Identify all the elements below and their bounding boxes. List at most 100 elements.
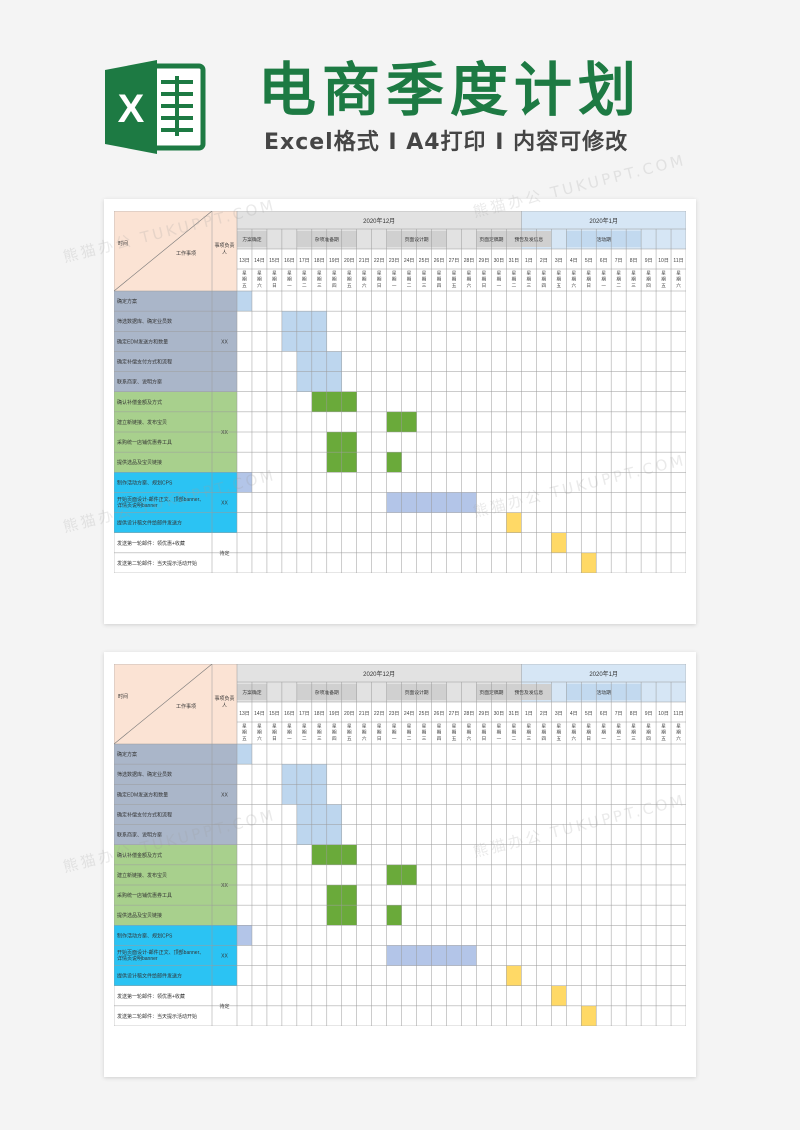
weekday-label: 星期四 [646,271,651,288]
weekday-label: 星期五 [556,271,561,288]
grid-lines [114,211,686,573]
weekday-label: 星期六 [257,271,262,289]
weekday-label: 星期二 [512,271,517,288]
task-row-bg [114,532,212,553]
weekday-label: 星期六 [467,724,472,742]
weekday-label: 星期五 [452,271,457,288]
task-label: 提供设计稿文件给邮件发送方 [117,520,182,527]
task-label: 建立新链接、发布宝贝 [117,872,167,879]
date-label: 20日 [344,711,355,717]
weekday-label: 星期四 [332,724,337,741]
date-label: 11日 [673,711,683,717]
gantt-bar [506,965,522,986]
task-label: 筛选数据库、确定业员数 [117,771,172,778]
task-label: 确定方案 [117,751,137,758]
task-label: 提供选品及宝贝链接 [117,459,162,466]
task-label: 提供选品及宝贝链接 [117,912,162,919]
corner-task-label: 工作事项 [176,703,196,710]
weekday-label: 星期日 [272,271,277,289]
weekday-label: 星期五 [347,271,352,288]
gantt-bar [311,391,357,412]
task-label: 确定EDM发送方和数量 [117,791,168,798]
corner-time-label: 时间 [118,240,128,247]
task-row-bg [114,411,212,432]
weekday-label: 星期五 [242,724,247,741]
weekday-label: 星期日 [377,724,382,742]
gantt-bar [506,512,522,533]
gantt-bar [581,552,597,573]
date-label: 9日 [645,711,653,717]
task-row-bg [114,291,212,312]
date-label: 27日 [449,258,460,264]
date-label: 15日 [269,711,280,717]
owner-cell-bg [212,291,237,392]
weekday-label: 星期二 [512,724,517,741]
date-label: 14日 [254,711,265,717]
task-row-bg [114,371,212,392]
task-label: 确定补偿支付方式和流程 [117,812,172,819]
task-label: 确认补偿金额及方式 [117,399,162,406]
gantt-bar [237,291,252,312]
task-row-bg [114,391,212,412]
weekday-label: 星期五 [347,724,352,741]
weekday-label: 星期一 [287,724,292,741]
task-label: 采购统一店铺优惠券工具 [117,439,172,446]
weekday-label: 星期三 [317,271,322,288]
date-label: 6日 [600,258,608,264]
gantt-bar [281,764,327,785]
task-row-bg [114,492,212,513]
weekday-label: 星期五 [242,271,247,288]
gantt-bar [581,1005,597,1026]
weekday-label: 星期日 [482,271,487,289]
gantt-bar [551,532,567,553]
date-label: 10日 [658,711,669,717]
task-row-bg [114,784,212,805]
weekday-label: 星期四 [542,724,547,741]
logo-letter: X [118,87,145,131]
weekday-label: 星期五 [661,724,666,741]
date-label: 24日 [404,258,415,264]
weekday-label: 星期一 [392,271,397,288]
task-row-bg [114,925,212,946]
gantt-bar [296,371,342,392]
task-row-bg [114,864,212,885]
task-label: 确定补偿支付方式和流程 [117,359,172,366]
weekday-label: 星期一 [287,271,292,288]
weekday-label: 星期六 [676,271,681,289]
phase-block [566,231,642,247]
task-row-bg [114,512,212,533]
month-jan-label: 2020年1月 [589,217,618,225]
date-label: 18日 [314,711,325,717]
task-row-bg [114,965,212,986]
sheet-page-1: 2020年12月 2020年1月 方案确定 杂项准备期 页面设计期 页面定稿期 预告及发信息… [104,199,696,624]
date-label: 22日 [374,258,385,264]
owner-header-label: 事项负责人 [214,242,234,256]
owner-cell-bg [212,472,237,533]
date-label: 1日 [525,258,533,264]
weekday-label: 星期六 [467,271,472,289]
weekday-label: 星期三 [422,271,427,288]
date-label: 18日 [314,258,325,264]
owner-label: XX [221,501,228,507]
task-label: 采购统一店铺优惠券工具 [117,892,172,899]
owner-label: XX [221,430,228,436]
gantt-bar [311,844,357,865]
weekday-label: 星期日 [586,271,591,289]
weekday-label: 星期一 [497,724,502,741]
date-label: 29日 [479,711,490,717]
task-row-bg [114,452,212,473]
date-label: 10日 [658,258,669,264]
weekday-label: 星期二 [407,724,412,741]
corner-diagonal [114,664,213,745]
task-row-bg [114,945,212,966]
phase-label: 活动期 [596,236,611,243]
task-row-bg [114,472,212,493]
owner-header-label: 事项负责人 [214,695,234,709]
weekday-label: 星期四 [437,271,442,288]
date-label: 16日 [284,711,295,717]
date-label: 1日 [525,711,533,717]
date-label: 4日 [570,258,578,264]
task-label: 提供设计稿文件给邮件发送方 [117,973,182,980]
weekday-label: 星期三 [527,271,532,288]
